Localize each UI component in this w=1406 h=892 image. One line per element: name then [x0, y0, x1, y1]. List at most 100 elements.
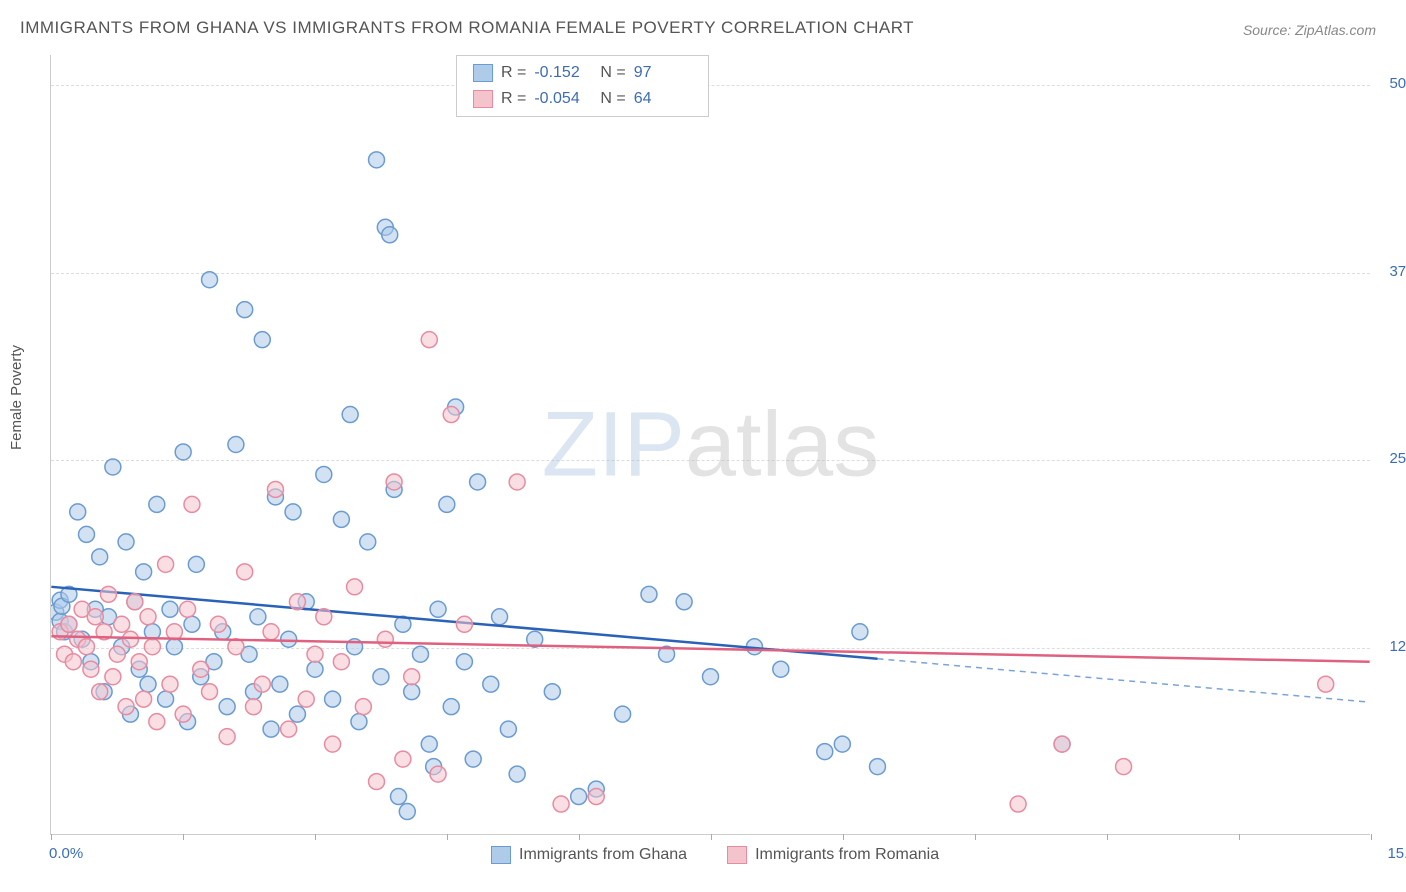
scatter-point	[1010, 796, 1026, 812]
scatter-point	[158, 691, 174, 707]
n-label: N =	[600, 60, 625, 86]
scatter-point	[237, 302, 253, 318]
scatter-point	[351, 714, 367, 730]
scatter-point	[100, 586, 116, 602]
scatter-point	[285, 504, 301, 520]
swatch-ghana	[473, 64, 493, 82]
scatter-point	[140, 676, 156, 692]
scatter-point	[439, 496, 455, 512]
x-tick	[447, 834, 448, 840]
scatter-point	[289, 594, 305, 610]
scatter-point	[456, 654, 472, 670]
scatter-point	[70, 504, 86, 520]
chart-plot-area: ZIPatlas R = -0.152 N = 97 R = -0.054 N …	[50, 55, 1370, 835]
x-tick	[843, 834, 844, 840]
scatter-point	[92, 549, 108, 565]
scatter-point	[298, 691, 314, 707]
scatter-point	[430, 601, 446, 617]
y-tick-label: 37.5%	[1377, 263, 1406, 280]
scatter-point	[382, 227, 398, 243]
scatter-point	[553, 796, 569, 812]
swatch-ghana-bottom	[491, 846, 511, 864]
scatter-point	[342, 407, 358, 423]
n-value-ghana: 97	[634, 60, 692, 86]
scatter-point	[333, 511, 349, 527]
scatter-point	[483, 676, 499, 692]
scatter-point	[202, 684, 218, 700]
scatter-point	[307, 661, 323, 677]
scatter-point	[267, 481, 283, 497]
scatter-point	[210, 616, 226, 632]
scatter-point	[325, 691, 341, 707]
scatter-point	[263, 721, 279, 737]
scatter-point	[333, 654, 349, 670]
scatter-point	[162, 676, 178, 692]
scatter-point	[162, 601, 178, 617]
scatter-point	[136, 691, 152, 707]
scatter-point	[443, 407, 459, 423]
series-legend: Immigrants from Ghana Immigrants from Ro…	[491, 846, 939, 864]
scatter-point	[869, 759, 885, 775]
x-tick	[1107, 834, 1108, 840]
scatter-point	[219, 729, 235, 745]
scatter-point	[676, 594, 692, 610]
scatter-point	[184, 496, 200, 512]
scatter-svg	[51, 55, 1370, 834]
scatter-point	[325, 736, 341, 752]
scatter-point	[149, 496, 165, 512]
x-tick-label: 0.0%	[49, 845, 83, 862]
scatter-point	[817, 744, 833, 760]
legend-row-romania: R = -0.054 N = 64	[473, 86, 692, 112]
scatter-point	[254, 332, 270, 348]
scatter-point	[852, 624, 868, 640]
scatter-point	[404, 669, 420, 685]
scatter-point	[118, 534, 134, 550]
scatter-point	[254, 676, 270, 692]
scatter-point	[355, 699, 371, 715]
scatter-point	[109, 646, 125, 662]
scatter-point	[87, 609, 103, 625]
scatter-point	[281, 631, 297, 647]
y-axis-label: Female Poverty	[8, 345, 25, 450]
scatter-point	[188, 556, 204, 572]
scatter-point	[373, 669, 389, 685]
scatter-point	[509, 766, 525, 782]
scatter-point	[492, 609, 508, 625]
x-tick	[975, 834, 976, 840]
scatter-point	[395, 751, 411, 767]
correlation-legend: R = -0.152 N = 97 R = -0.054 N = 64	[456, 55, 709, 117]
x-tick	[579, 834, 580, 840]
x-tick	[315, 834, 316, 840]
scatter-point	[140, 609, 156, 625]
legend-label-romania: Immigrants from Romania	[755, 846, 939, 864]
scatter-point	[412, 646, 428, 662]
y-tick-label: 25.0%	[1377, 450, 1406, 467]
r-value-ghana: -0.152	[534, 60, 592, 86]
scatter-point	[1318, 676, 1334, 692]
x-tick	[183, 834, 184, 840]
scatter-point	[399, 804, 415, 820]
scatter-point	[250, 609, 266, 625]
swatch-romania-bottom	[727, 846, 747, 864]
scatter-point	[202, 272, 218, 288]
r-label: R =	[501, 60, 526, 86]
scatter-point	[369, 152, 385, 168]
scatter-point	[465, 751, 481, 767]
scatter-point	[105, 459, 121, 475]
scatter-point	[316, 609, 332, 625]
scatter-point	[377, 631, 393, 647]
x-tick	[1239, 834, 1240, 840]
scatter-point	[703, 669, 719, 685]
scatter-point	[360, 534, 376, 550]
scatter-point	[500, 721, 516, 737]
scatter-point	[347, 579, 363, 595]
scatter-point	[369, 774, 385, 790]
x-tick	[51, 834, 52, 840]
scatter-point	[237, 564, 253, 580]
scatter-point	[79, 639, 95, 655]
chart-title: IMMIGRANTS FROM GHANA VS IMMIGRANTS FROM…	[20, 18, 914, 38]
scatter-point	[571, 789, 587, 805]
legend-row-ghana: R = -0.152 N = 97	[473, 60, 692, 86]
r-label: R =	[501, 86, 526, 112]
scatter-point	[386, 474, 402, 490]
